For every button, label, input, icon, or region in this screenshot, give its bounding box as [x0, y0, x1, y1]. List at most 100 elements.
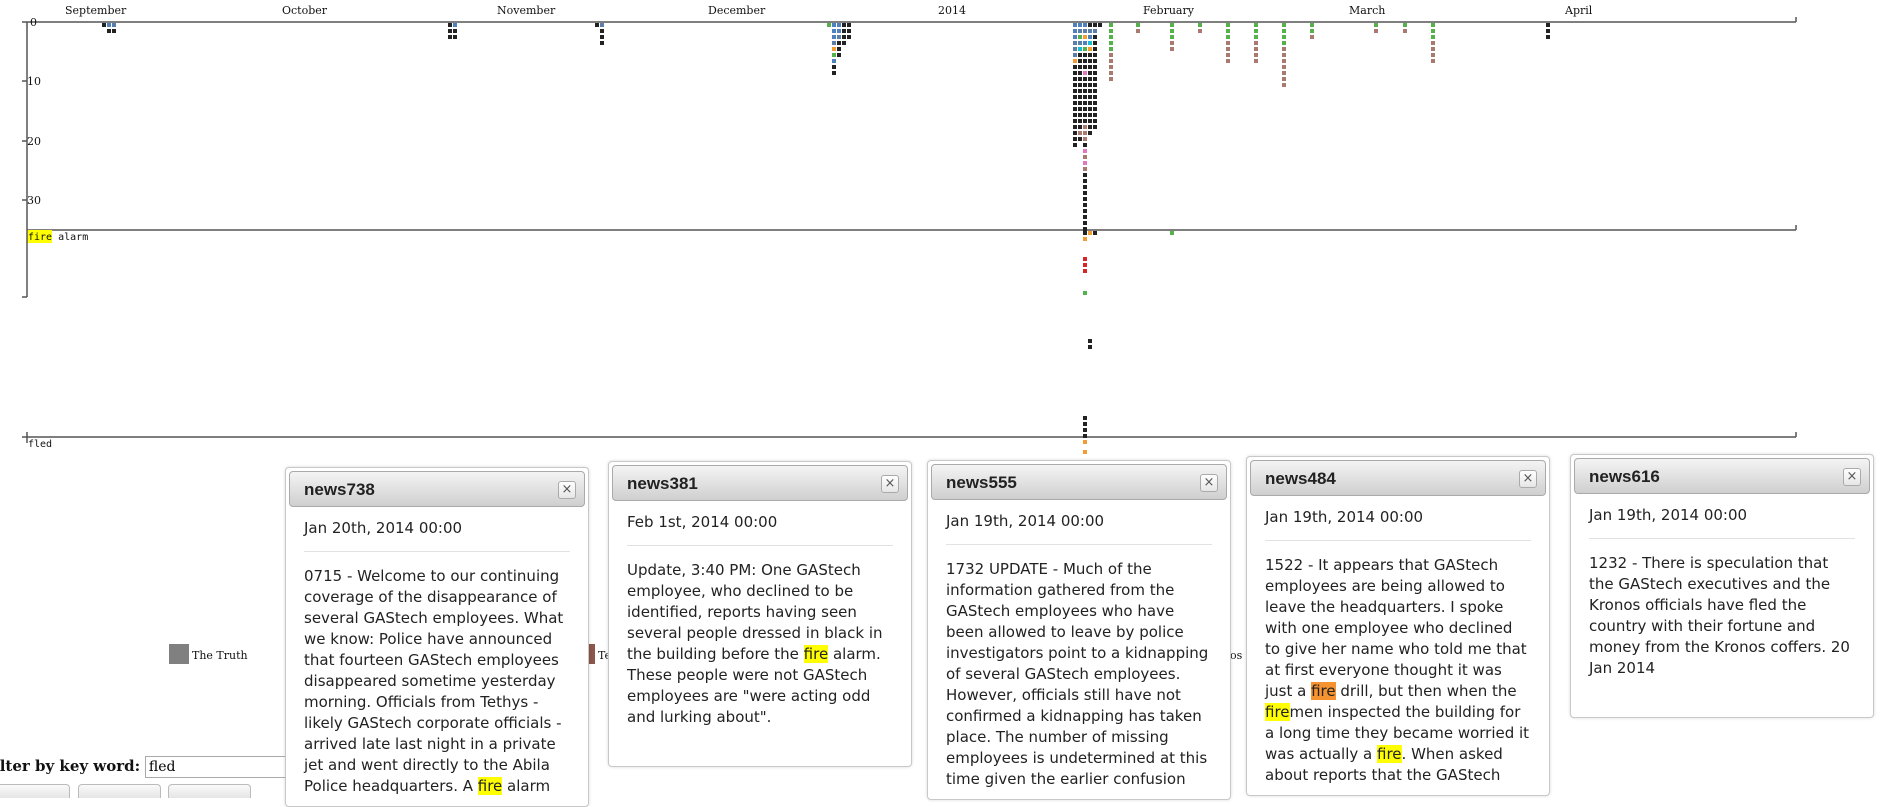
- article-mark[interactable]: [1088, 345, 1092, 349]
- article-mark[interactable]: [1093, 119, 1097, 123]
- article-mark[interactable]: [1078, 77, 1082, 81]
- article-mark[interactable]: [1073, 101, 1077, 105]
- article-mark[interactable]: [1083, 221, 1087, 225]
- article-mark[interactable]: [600, 23, 604, 27]
- article-mark[interactable]: [1083, 263, 1087, 267]
- article-mark[interactable]: [1226, 41, 1230, 45]
- article-mark[interactable]: [827, 23, 831, 27]
- article-mark[interactable]: [1088, 53, 1092, 57]
- news-card-news381[interactable]: news381 × Feb 1st, 2014 00:00 Update, 3:…: [608, 461, 912, 767]
- article-mark[interactable]: [1088, 89, 1092, 93]
- article-mark[interactable]: [1083, 237, 1087, 241]
- article-mark[interactable]: [1109, 59, 1113, 63]
- article-mark[interactable]: [1083, 422, 1087, 426]
- article-mark[interactable]: [1083, 179, 1087, 183]
- article-mark[interactable]: [1098, 23, 1102, 27]
- article-mark[interactable]: [1226, 29, 1230, 33]
- article-mark[interactable]: [1083, 149, 1087, 153]
- article-mark[interactable]: [847, 35, 851, 39]
- article-mark[interactable]: [1083, 53, 1087, 57]
- article-mark[interactable]: [1088, 77, 1092, 81]
- article-mark[interactable]: [448, 35, 452, 39]
- article-mark[interactable]: [1073, 59, 1077, 63]
- article-mark[interactable]: [837, 41, 841, 45]
- article-mark[interactable]: [1431, 41, 1435, 45]
- article-mark[interactable]: [600, 41, 604, 45]
- article-mark[interactable]: [1083, 155, 1087, 159]
- article-mark[interactable]: [1073, 83, 1077, 87]
- article-mark[interactable]: [1078, 29, 1082, 33]
- article-mark[interactable]: [1093, 231, 1097, 235]
- article-mark[interactable]: [1073, 71, 1077, 75]
- article-mark[interactable]: [1109, 77, 1113, 81]
- article-mark[interactable]: [1083, 83, 1087, 87]
- article-mark[interactable]: [1093, 95, 1097, 99]
- news-card-header[interactable]: news484 ×: [1250, 460, 1546, 496]
- news-card-news555[interactable]: news555 × Jan 19th, 2014 00:00 1732 UPDA…: [927, 460, 1231, 800]
- article-mark[interactable]: [1073, 41, 1077, 45]
- article-mark[interactable]: [1088, 41, 1092, 45]
- article-mark[interactable]: [107, 23, 111, 27]
- article-mark[interactable]: [1078, 47, 1082, 51]
- article-mark[interactable]: [1431, 23, 1435, 27]
- article-mark[interactable]: [1078, 53, 1082, 57]
- article-mark[interactable]: [1282, 47, 1286, 51]
- article-mark[interactable]: [1078, 89, 1082, 93]
- article-mark[interactable]: [1088, 95, 1092, 99]
- article-mark[interactable]: [842, 29, 846, 33]
- article-mark[interactable]: [1083, 89, 1087, 93]
- news-card-header[interactable]: news381 ×: [612, 465, 908, 501]
- article-mark[interactable]: [1403, 23, 1407, 27]
- article-mark[interactable]: [1083, 107, 1087, 111]
- article-mark[interactable]: [1310, 23, 1314, 27]
- article-mark[interactable]: [1083, 131, 1087, 135]
- article-mark[interactable]: [1226, 53, 1230, 57]
- article-mark[interactable]: [1254, 59, 1258, 63]
- article-mark[interactable]: [1083, 47, 1087, 51]
- article-mark[interactable]: [1083, 191, 1087, 195]
- article-mark[interactable]: [1282, 59, 1286, 63]
- article-mark[interactable]: [1088, 23, 1092, 27]
- article-mark[interactable]: [1254, 47, 1258, 51]
- article-mark[interactable]: [1073, 119, 1077, 123]
- article-mark[interactable]: [832, 35, 836, 39]
- article-mark[interactable]: [1374, 23, 1378, 27]
- article-mark[interactable]: [1083, 269, 1087, 273]
- article-mark[interactable]: [1170, 41, 1174, 45]
- article-mark[interactable]: [1073, 23, 1077, 27]
- article-mark[interactable]: [1310, 29, 1314, 33]
- article-mark[interactable]: [832, 41, 836, 45]
- article-mark[interactable]: [1083, 291, 1087, 295]
- article-mark[interactable]: [1109, 23, 1113, 27]
- legend-swatch-te[interactable]: [589, 644, 595, 664]
- article-mark[interactable]: [1093, 41, 1097, 45]
- article-mark[interactable]: [1093, 23, 1097, 27]
- news-card-news484[interactable]: news484 × Jan 19th, 2014 00:00 1522 - It…: [1246, 456, 1550, 796]
- article-mark[interactable]: [1254, 41, 1258, 45]
- article-mark[interactable]: [1226, 35, 1230, 39]
- article-mark[interactable]: [1083, 35, 1087, 39]
- article-mark[interactable]: [107, 29, 111, 33]
- article-mark[interactable]: [1109, 53, 1113, 57]
- article-mark[interactable]: [1083, 227, 1087, 231]
- article-mark[interactable]: [837, 35, 841, 39]
- article-mark[interactable]: [1083, 143, 1087, 147]
- article-mark[interactable]: [1254, 53, 1258, 57]
- article-mark[interactable]: [1093, 65, 1097, 69]
- article-mark[interactable]: [1093, 35, 1097, 39]
- article-mark[interactable]: [1226, 23, 1230, 27]
- article-mark[interactable]: [1073, 47, 1077, 51]
- article-mark[interactable]: [1136, 23, 1140, 27]
- article-mark[interactable]: [1073, 131, 1077, 135]
- article-mark[interactable]: [453, 23, 457, 27]
- article-mark[interactable]: [1282, 71, 1286, 75]
- article-mark[interactable]: [1083, 231, 1087, 235]
- article-mark[interactable]: [1078, 107, 1082, 111]
- article-mark[interactable]: [1078, 59, 1082, 63]
- article-mark[interactable]: [1073, 89, 1077, 93]
- article-mark[interactable]: [842, 41, 846, 45]
- article-mark[interactable]: [1198, 29, 1202, 33]
- article-mark[interactable]: [1073, 77, 1077, 81]
- article-mark[interactable]: [1088, 125, 1092, 129]
- article-mark[interactable]: [1093, 107, 1097, 111]
